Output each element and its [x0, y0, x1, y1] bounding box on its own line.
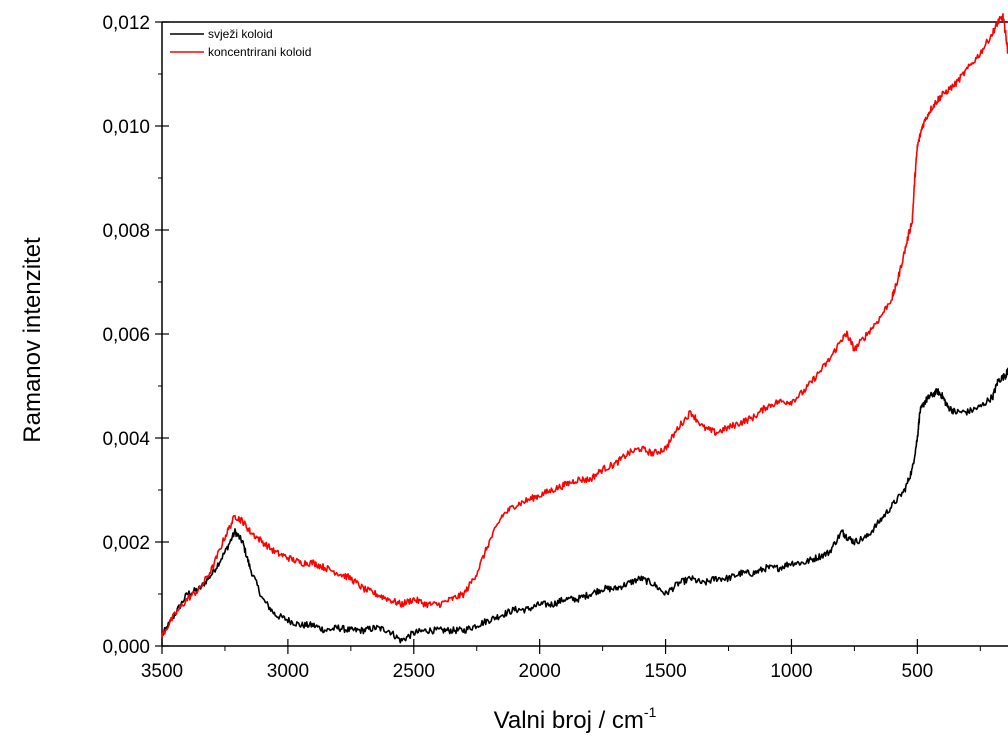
legend-label: svježi koloid	[208, 27, 273, 41]
series-layer	[161, 13, 1008, 644]
x-tick-label: 500	[902, 661, 934, 682]
x-axis: 3500 3000 2500 2000 1500 1000 500	[141, 639, 981, 682]
y-axis-title: Ramanov intenzitet	[19, 237, 46, 443]
y-axis: 0,000 0,002 0,004 0,006 0,008 0,010 0,012	[102, 13, 169, 658]
series-line-koncentrirani-koloid	[161, 13, 1008, 638]
x-tick-label: 1000	[770, 661, 812, 682]
y-tick-label: 0,004	[102, 429, 150, 450]
legend-label: koncentrirani koloid	[208, 45, 311, 59]
y-tick-label: 0,002	[102, 533, 150, 554]
x-axis-title-main: Valni broj / cm	[494, 707, 644, 734]
plot-frame	[161, 21, 1008, 647]
x-tick-label: 2000	[519, 661, 561, 682]
x-axis-title-superscript: -1	[644, 704, 657, 720]
x-tick-label: 1500	[644, 661, 686, 682]
y-tick-label: 0,006	[102, 325, 150, 346]
x-axis-title: Valni broj / cm-1	[494, 704, 657, 734]
y-tick-label: 0,008	[102, 221, 150, 242]
y-tick-label: 0,000	[102, 637, 150, 658]
legend: svježi koloid koncentrirani koloid	[170, 27, 311, 59]
x-tick-label: 3000	[267, 661, 309, 682]
y-tick-label: 0,010	[102, 117, 150, 138]
x-tick-label: 2500	[393, 661, 435, 682]
series-line-svjezi-koloid	[161, 367, 1008, 644]
x-tick-label: 3500	[141, 661, 183, 682]
y-tick-label: 0,012	[102, 13, 150, 34]
